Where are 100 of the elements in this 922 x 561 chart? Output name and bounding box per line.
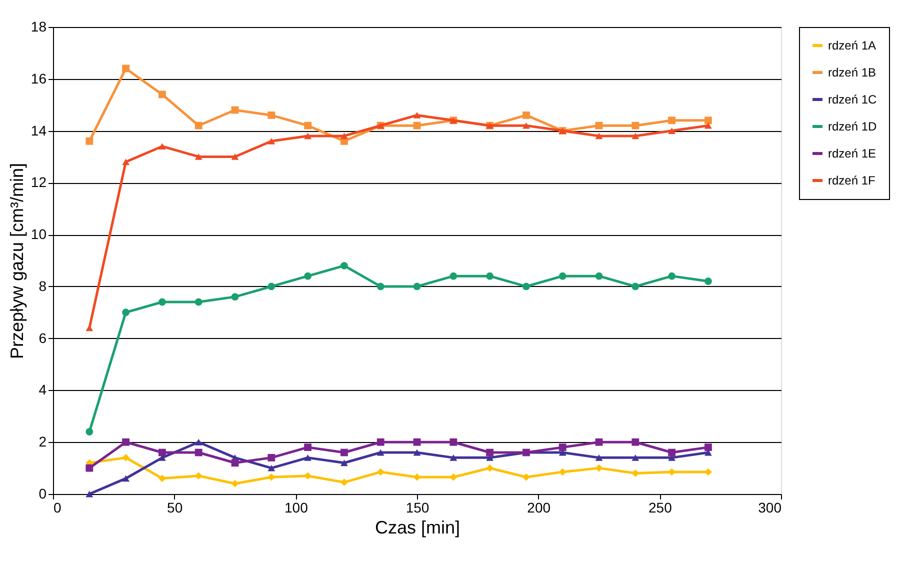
point <box>122 64 130 72</box>
point <box>231 293 239 301</box>
point <box>413 282 421 290</box>
point <box>450 438 458 446</box>
point <box>558 468 566 476</box>
point <box>86 324 94 332</box>
point <box>632 132 640 140</box>
y-tick-label: 16 <box>30 70 47 86</box>
point <box>668 128 676 134</box>
point <box>340 460 348 466</box>
point <box>268 138 276 144</box>
point <box>704 122 712 129</box>
point <box>304 454 312 461</box>
point <box>86 137 94 145</box>
point <box>86 490 94 498</box>
point <box>413 438 421 446</box>
point <box>376 282 384 290</box>
point <box>158 298 166 306</box>
point <box>158 90 166 98</box>
point <box>231 480 239 488</box>
point <box>486 272 494 280</box>
point <box>268 454 276 462</box>
point <box>632 122 640 130</box>
point <box>632 470 640 477</box>
point <box>340 132 348 140</box>
point <box>158 448 166 456</box>
point <box>413 473 421 481</box>
x-tick-label: 150 <box>406 500 430 516</box>
point <box>704 116 712 124</box>
point <box>704 444 712 452</box>
point <box>340 262 348 270</box>
point <box>86 428 94 436</box>
point <box>486 464 494 472</box>
point <box>122 475 130 482</box>
point <box>632 282 640 290</box>
point <box>122 158 130 166</box>
point <box>194 122 202 130</box>
point <box>595 132 603 140</box>
point <box>340 478 348 486</box>
point <box>158 474 166 482</box>
point <box>304 122 312 130</box>
y-tick-label: 6 <box>38 330 47 346</box>
point <box>558 444 566 452</box>
point <box>304 272 312 280</box>
point <box>522 122 530 129</box>
point <box>450 272 458 280</box>
point <box>122 454 130 462</box>
point <box>122 308 130 316</box>
point <box>668 272 676 280</box>
point <box>194 154 202 160</box>
point <box>413 122 421 130</box>
point <box>450 473 458 481</box>
legend-label: rdzeń 1F <box>828 174 876 188</box>
point <box>558 272 566 280</box>
x-tick-label: 50 <box>167 500 183 516</box>
y-tick-label: 2 <box>38 434 47 450</box>
legend-label: rdzeń 1B <box>828 66 876 80</box>
y-tick-label: 4 <box>38 382 47 398</box>
point <box>194 438 202 446</box>
point <box>522 112 530 119</box>
x-tick-label: 250 <box>648 500 672 516</box>
point <box>376 449 384 456</box>
point <box>486 448 494 456</box>
y-tick-label: 12 <box>30 174 47 190</box>
y-tick-label: 14 <box>30 122 47 138</box>
point <box>522 473 530 481</box>
point <box>304 132 312 140</box>
x-tick-label: 300 <box>758 500 782 516</box>
x-tick-label: 100 <box>284 500 308 516</box>
y-axis-title: Przepływ gazu [cm³/min] <box>6 162 27 360</box>
point <box>632 438 640 446</box>
point <box>413 112 421 118</box>
point <box>86 464 94 472</box>
y-tick-label: 0 <box>38 486 47 502</box>
point <box>522 282 530 290</box>
point <box>595 272 603 280</box>
point <box>340 448 348 456</box>
x-axis-title: Czas [min] <box>374 518 460 538</box>
point <box>668 448 676 456</box>
legend-label: rdzeń 1A <box>828 38 876 52</box>
point <box>413 449 421 456</box>
point <box>194 472 202 480</box>
x-tick-label: 200 <box>527 500 551 516</box>
point <box>268 473 276 481</box>
point <box>158 143 166 150</box>
point <box>268 112 276 119</box>
legend-label: rdzeń 1E <box>828 146 876 160</box>
point <box>595 464 603 472</box>
point <box>268 464 276 472</box>
point <box>595 454 603 461</box>
legend-label: rdzeń 1C <box>828 92 878 106</box>
point <box>450 454 458 461</box>
point <box>668 116 676 124</box>
point <box>122 438 130 446</box>
x-tick-label: 0 <box>54 500 62 516</box>
y-tick-label: 8 <box>38 278 47 294</box>
y-tick-label: 18 <box>30 18 47 34</box>
legend-label: rdzeń 1D <box>828 120 878 134</box>
point <box>194 298 202 306</box>
point <box>304 444 312 452</box>
